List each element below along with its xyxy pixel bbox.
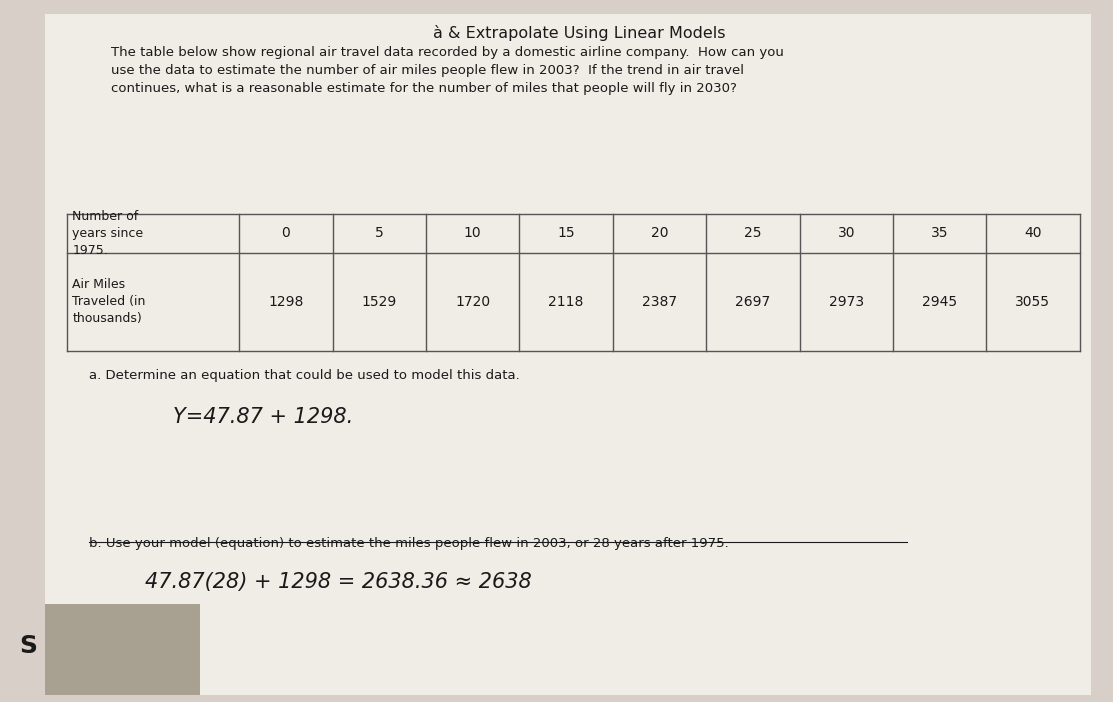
Text: b. Use your model (equation) to estimate the miles people flew in 2003, or 28 ye: b. Use your model (equation) to estimate… [89,537,729,550]
Text: 2387: 2387 [642,295,677,309]
Text: 10: 10 [464,227,482,240]
Text: 47.87(28) + 1298 = 2638.36 ≈ 2638: 47.87(28) + 1298 = 2638.36 ≈ 2638 [145,572,531,592]
FancyBboxPatch shape [45,14,1091,695]
Text: 2697: 2697 [736,295,770,309]
Text: The table below show regional air travel data recorded by a domestic airline com: The table below show regional air travel… [111,46,785,95]
Text: 25: 25 [745,227,761,240]
Text: 2118: 2118 [549,295,584,309]
Text: 3055: 3055 [1015,295,1051,309]
FancyBboxPatch shape [45,604,200,695]
Text: 2945: 2945 [922,295,957,309]
Text: 30: 30 [837,227,855,240]
Text: 20: 20 [651,227,668,240]
Text: 35: 35 [930,227,948,240]
Text: a. Determine an equation that could be used to model this data.: a. Determine an equation that could be u… [89,369,520,382]
Text: à & Extrapolate Using Linear Models: à & Extrapolate Using Linear Models [433,25,725,41]
Text: Air Miles
Traveled (in
thousands): Air Miles Traveled (in thousands) [72,279,146,325]
Text: 1720: 1720 [455,295,491,309]
Text: 1298: 1298 [268,295,304,309]
Text: 40: 40 [1024,227,1042,240]
Text: 0: 0 [282,227,290,240]
Text: Number of
years since
1975.: Number of years since 1975. [72,210,144,257]
Text: Y=47.87 + 1298.: Y=47.87 + 1298. [173,407,353,427]
Text: 1529: 1529 [362,295,397,309]
Text: 5: 5 [375,227,384,240]
Text: 15: 15 [558,227,575,240]
Text: S: S [19,634,37,658]
Text: 2973: 2973 [828,295,864,309]
